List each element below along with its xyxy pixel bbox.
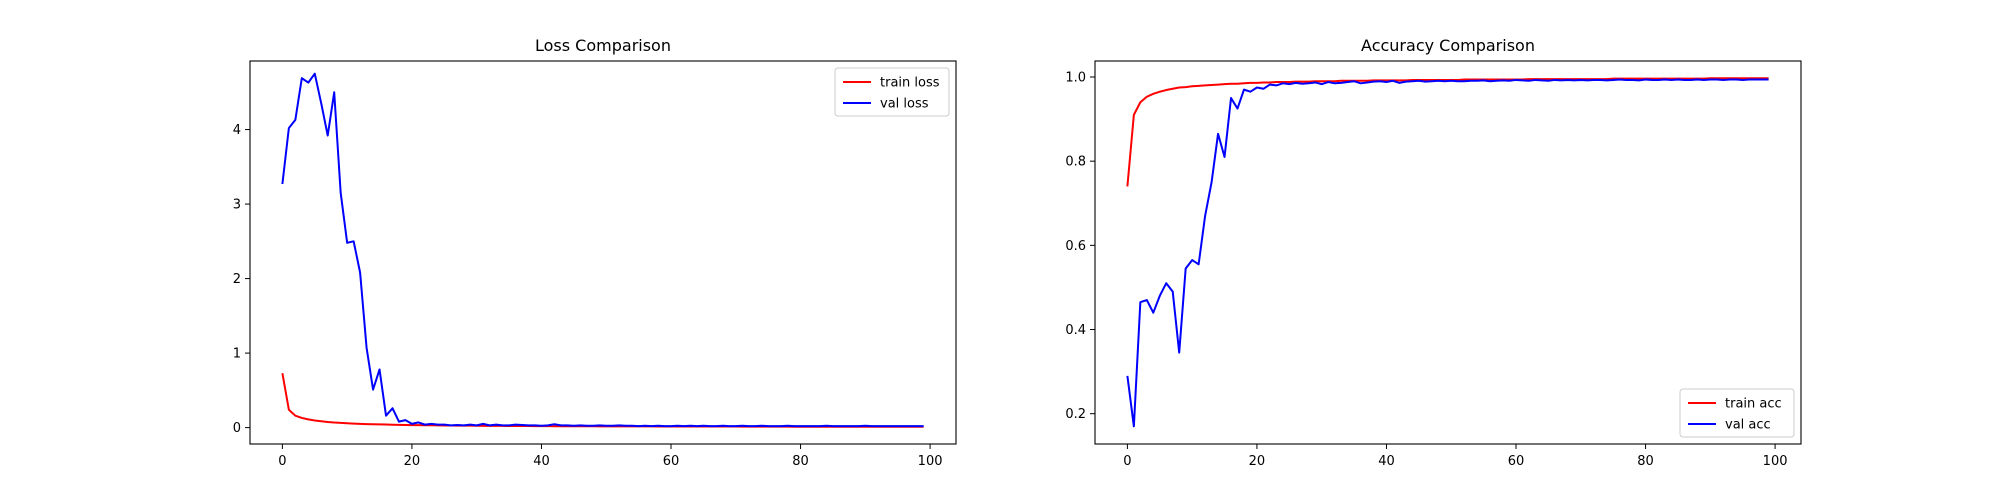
x-tick-label: 40 [533, 454, 550, 469]
y-tick-label: 0.8 [1065, 155, 1086, 170]
legend-label: train acc [1725, 397, 1782, 412]
chart-title: Loss Comparison [535, 36, 671, 55]
y-tick-label: 1 [233, 347, 241, 362]
x-tick-label: 20 [404, 454, 421, 469]
axes-frame [249, 60, 957, 445]
series-line-train-loss [281, 373, 924, 428]
chart-title: Accuracy Comparison [1361, 36, 1535, 55]
x-tick-label: 60 [663, 454, 680, 469]
x-tick-label: 100 [1763, 454, 1788, 469]
x-tick-label: 100 [918, 454, 943, 469]
chart-panel-1: Accuracy Comparison 0 20 40 60 80 100 0.2 0.4 0.6… [1065, 36, 1802, 469]
x-tick-label: 0 [278, 454, 286, 469]
y-tick-label: 0.2 [1065, 407, 1086, 422]
x-tick-label: 60 [1508, 454, 1525, 469]
series-line-val-loss [281, 72, 924, 428]
y-tick-label: 0 [233, 421, 241, 436]
axes-frame [1094, 60, 1802, 445]
x-tick-label: 0 [1123, 454, 1131, 469]
legend: train acc val acc [1679, 388, 1795, 438]
x-tick-label: 80 [1637, 454, 1654, 469]
legend-label: val loss [880, 97, 929, 112]
legend-label: val acc [1725, 418, 1771, 433]
legend-label: train loss [880, 76, 940, 91]
x-tick-label: 20 [1249, 454, 1266, 469]
series-line-train-acc [1126, 77, 1769, 187]
series-line-val-acc [1126, 78, 1769, 428]
y-tick-label: 4 [233, 123, 241, 138]
y-tick-label: 0.6 [1065, 239, 1086, 254]
y-tick-label: 3 [233, 198, 241, 213]
chart-panel-0: Loss Comparison 0 20 40 60 80 100 0 1 2 3 4 train lo… [233, 36, 957, 469]
legend: train loss val loss [834, 67, 950, 117]
x-tick-label: 80 [792, 454, 809, 469]
x-tick-label: 40 [1378, 454, 1395, 469]
y-tick-label: 0.4 [1065, 323, 1086, 338]
y-tick-label: 2 [233, 272, 241, 287]
y-tick-label: 1.0 [1065, 70, 1086, 85]
